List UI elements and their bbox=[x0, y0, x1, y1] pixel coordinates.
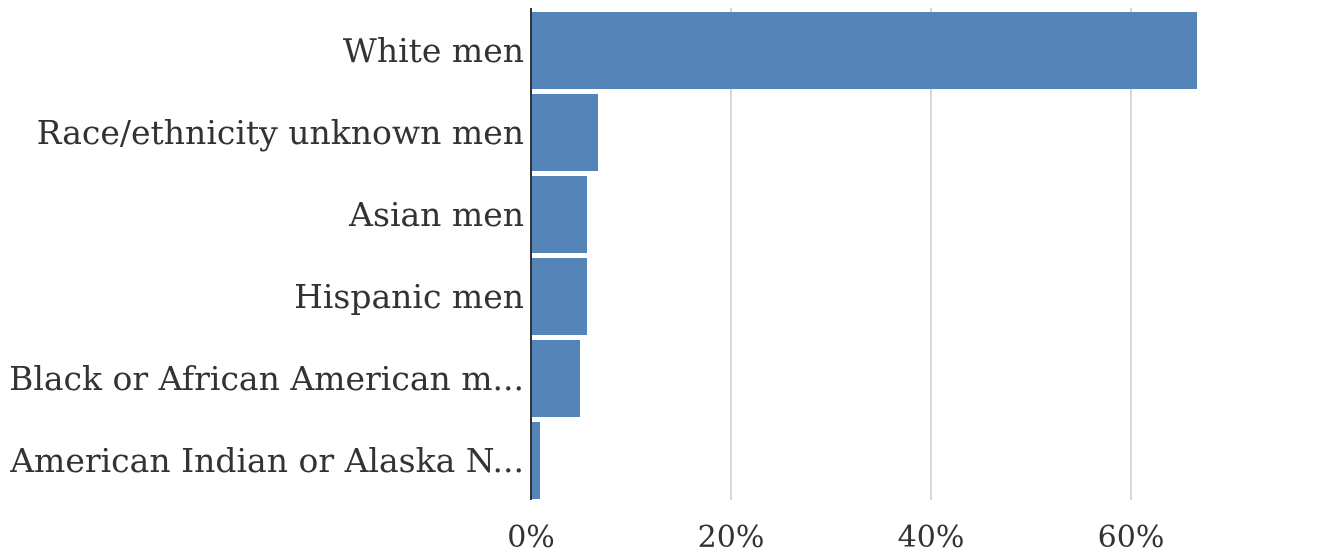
bar bbox=[531, 258, 587, 335]
bar bbox=[531, 340, 580, 417]
bar bbox=[531, 12, 1197, 89]
bar bbox=[531, 94, 598, 171]
x-tick-label: 20% bbox=[698, 520, 765, 555]
category-labels: White men Race/ethnicity unknown men Asian… bbox=[9, 31, 524, 480]
x-tick-label: 0% bbox=[507, 520, 555, 555]
category-label: White men bbox=[343, 31, 524, 70]
x-tick-label: 40% bbox=[898, 520, 965, 555]
bar bbox=[531, 422, 540, 499]
bars bbox=[531, 12, 1197, 499]
category-label: Asian men bbox=[348, 195, 524, 234]
category-label: Hispanic men bbox=[294, 277, 524, 316]
gridlines bbox=[730, 8, 1132, 500]
category-label: American Indian or Alaska N... bbox=[9, 441, 524, 480]
bar bbox=[531, 176, 587, 253]
category-label: Black or African American m... bbox=[9, 359, 524, 398]
x-tick-labels: 0% 20% 40% 60% bbox=[507, 520, 1164, 555]
x-tick-label: 60% bbox=[1098, 520, 1165, 555]
category-label: Race/ethnicity unknown men bbox=[37, 113, 524, 152]
